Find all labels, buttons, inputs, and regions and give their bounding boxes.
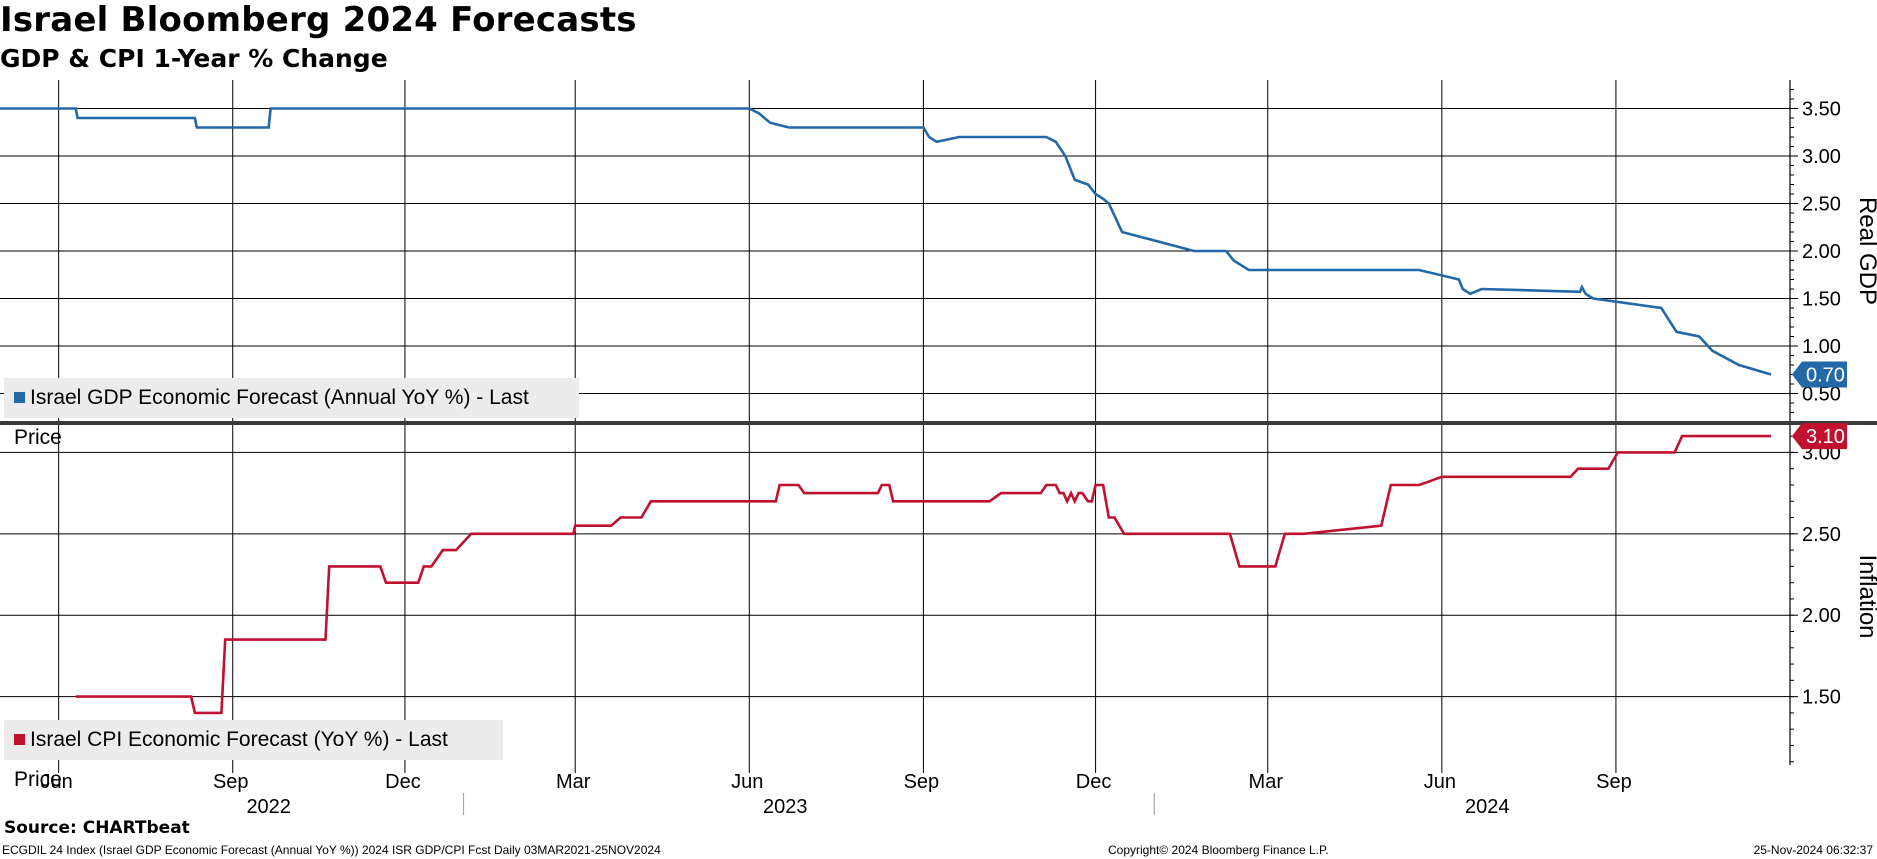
panel-separator [0, 421, 1877, 425]
cpi-ytick-label: 1.50 [1802, 687, 1841, 709]
x-tick-label: Sep [213, 771, 249, 793]
source-note: Source: CHARTbeat [4, 818, 190, 838]
gdp-ytick-label: 2.50 [1802, 194, 1841, 216]
x-tick-label: Jun [1424, 771, 1456, 793]
x-tick-label: Mar [556, 771, 591, 793]
gdp-ytick-label: 3.00 [1802, 146, 1841, 168]
year-label: 2023 [763, 796, 808, 818]
x-tick-label: Jun [731, 771, 763, 793]
page-subtitle: GDP & CPI 1-Year % Change [0, 44, 388, 73]
footer-center: Copyright© 2024 Bloomberg Finance L.P. [1108, 843, 1329, 857]
x-tick-label: Sep [1596, 771, 1632, 793]
cpi-last-value: 3.10 [1806, 426, 1845, 448]
gdp-last-value: 0.70 [1806, 365, 1845, 387]
cpi-last-value-bg [1792, 423, 1847, 450]
gdp-legend-label: Israel GDP Economic Forecast (Annual YoY… [14, 386, 529, 449]
cpi-legend-swatch [14, 734, 25, 745]
cpi-series-line [75, 434, 1772, 715]
year-label: 2024 [1465, 796, 1510, 818]
gdp-ytick-label: 1.00 [1802, 336, 1841, 358]
x-tick-label: Sep [904, 771, 940, 793]
cpi-axis-title: Inflation [1854, 554, 1877, 638]
gdp-legend: Israel GDP Economic Forecast (Annual YoY… [4, 378, 579, 449]
gdp-last-value-bg [1792, 361, 1847, 388]
gdp-series-line [0, 107, 1772, 376]
page-title: Israel Bloomberg 2024 Forecasts [0, 0, 637, 40]
cpi-ytick-label: 2.00 [1802, 605, 1841, 627]
footer-right: 25-Nov-2024 06:32:37 [1753, 843, 1873, 857]
x-tick-label: Dec [385, 771, 421, 793]
gdp-ytick-label: 1.50 [1802, 289, 1841, 311]
cpi-legend: Israel CPI Economic Forecast (YoY %) - L… [4, 720, 503, 791]
gdp-ytick-label: 2.00 [1802, 241, 1841, 263]
cpi-legend-label: Israel CPI Economic Forecast (YoY %) - L… [14, 728, 448, 791]
cpi-ytick-label: 2.50 [1802, 524, 1841, 546]
gdp-legend-swatch [14, 392, 25, 403]
x-tick-label: Mar [1249, 771, 1284, 793]
gdp-ytick-label: 3.50 [1802, 99, 1841, 121]
gdp-ytick-label: 0.50 [1802, 384, 1841, 406]
year-label: 2022 [246, 796, 291, 818]
x-tick-label: Jun [41, 771, 73, 793]
x-tick-label: Dec [1076, 771, 1112, 793]
gdp-axis-title: Real GDP [1854, 197, 1877, 305]
footer-left: ECGDIL 24 Index (Israel GDP Economic For… [2, 843, 661, 857]
